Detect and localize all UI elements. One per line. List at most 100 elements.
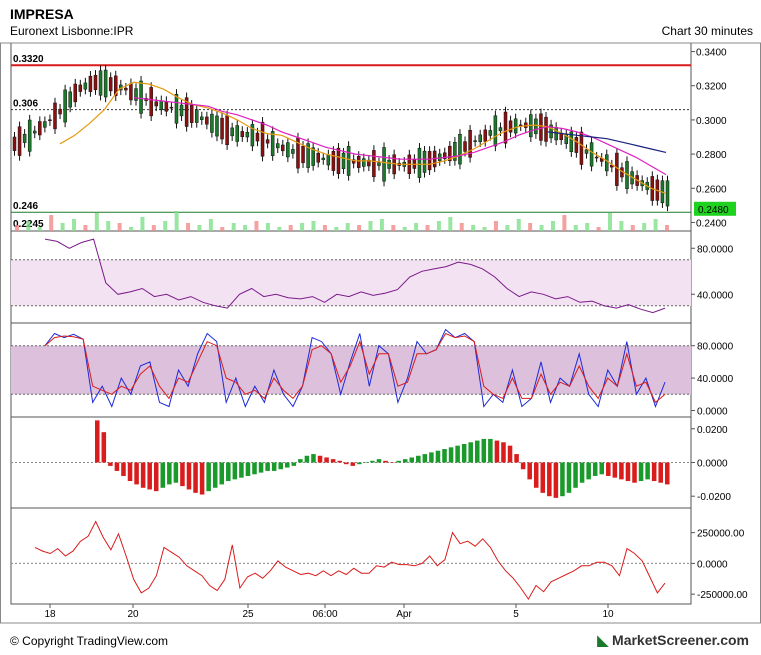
candle-body xyxy=(458,133,462,165)
volume-bar xyxy=(208,219,213,231)
macd-bar xyxy=(448,447,454,463)
price-tick-label: 0.2800 xyxy=(696,150,727,161)
volume-bar xyxy=(243,225,248,231)
candle-body xyxy=(270,131,275,156)
macd-bar xyxy=(363,462,369,463)
volume-bar xyxy=(596,227,601,231)
candle-body xyxy=(427,151,432,171)
macd-bar xyxy=(330,459,336,463)
volume-bar xyxy=(562,215,567,231)
candle-body xyxy=(129,83,133,101)
candle-body xyxy=(493,115,498,147)
candle-body xyxy=(372,150,376,178)
volume-bar xyxy=(665,225,669,231)
volume-bar xyxy=(573,225,578,231)
volume-bar xyxy=(117,223,122,231)
moving-average-line xyxy=(59,81,667,194)
volume-bar xyxy=(607,213,612,231)
macd-bar xyxy=(199,462,205,495)
x-tick-label: 10 xyxy=(602,609,614,620)
macd-bar xyxy=(271,462,277,471)
candle-body xyxy=(58,108,62,115)
candle-body xyxy=(377,162,381,166)
macd-bar xyxy=(383,460,388,463)
macd-bar xyxy=(167,462,172,485)
macd-bar xyxy=(108,462,113,466)
candle-body xyxy=(382,147,386,182)
candle-body xyxy=(483,129,488,142)
candle-body xyxy=(164,101,169,112)
candle-body xyxy=(12,136,17,151)
candle-body xyxy=(443,152,447,159)
candle-body xyxy=(513,118,518,134)
macd-bar xyxy=(127,462,133,482)
macd-bar xyxy=(232,462,238,480)
macd-bar xyxy=(370,460,375,463)
macd-bar xyxy=(304,455,310,463)
macd-bar xyxy=(520,462,526,470)
volume-bar xyxy=(630,225,635,231)
volume-bar xyxy=(140,217,145,231)
candle-body xyxy=(498,127,503,132)
candle-body xyxy=(179,104,184,117)
macd-bar xyxy=(389,462,395,463)
candle-body xyxy=(240,131,245,138)
x-tick-label: 06:00 xyxy=(312,609,337,620)
level-label: 0.3320 xyxy=(13,54,44,65)
candle-body xyxy=(113,75,118,97)
y-tick-label: 0.0000 xyxy=(697,459,728,470)
moving-average-line xyxy=(547,131,667,153)
y-tick-label: 80.0000 xyxy=(697,342,734,353)
candle-body xyxy=(569,131,574,152)
macd-bar xyxy=(468,442,473,463)
macd-bar xyxy=(121,462,126,476)
candle-body xyxy=(154,101,158,107)
candle-body xyxy=(326,154,331,166)
oscillator-line xyxy=(44,332,666,404)
candle-body xyxy=(255,132,260,142)
macd-bar xyxy=(501,442,506,463)
candle-body xyxy=(134,88,138,101)
macd-bar xyxy=(592,462,598,476)
candle-body xyxy=(260,121,265,157)
last-price-label: 0.2480 xyxy=(698,205,729,216)
volume-bar xyxy=(550,221,555,231)
candle-body xyxy=(473,140,477,142)
y-tick-label: 80.0000 xyxy=(697,244,734,255)
macd-bar xyxy=(606,462,611,476)
y-tick-label: -0.0200 xyxy=(697,492,731,503)
candle-body xyxy=(488,130,493,136)
candle-body xyxy=(316,152,320,163)
volume-bar xyxy=(334,227,339,231)
price-tick-label: 0.2600 xyxy=(696,184,727,195)
candle-body xyxy=(53,102,57,130)
candle-body xyxy=(32,130,37,134)
volume-bar xyxy=(448,217,453,231)
macd-bar xyxy=(586,462,591,480)
volume-bar xyxy=(15,225,19,231)
macd-bar xyxy=(376,459,382,463)
macd-bar xyxy=(658,462,663,483)
volume-bar xyxy=(129,227,134,231)
moving-average-line xyxy=(133,97,667,176)
macd-bar xyxy=(560,462,565,497)
volume-bar xyxy=(653,219,658,231)
candle-body xyxy=(584,149,589,154)
macd-bar xyxy=(612,462,618,478)
volume-bar xyxy=(60,223,65,231)
macd-bar xyxy=(566,462,572,493)
panel-frame-obv xyxy=(10,507,692,605)
candle-body xyxy=(200,116,204,120)
candle-body xyxy=(615,152,619,186)
candle-body xyxy=(98,70,103,96)
macd-bar xyxy=(442,449,447,463)
volume-bar xyxy=(83,225,88,231)
chart-title: IMPRESA xyxy=(10,6,74,22)
candle-body xyxy=(301,145,305,164)
volume-bar xyxy=(357,225,362,231)
volume-bar xyxy=(436,221,441,231)
volume-bar xyxy=(254,221,259,231)
candle-body xyxy=(275,143,280,149)
macd-bar xyxy=(396,460,401,463)
candle-body xyxy=(387,159,391,169)
